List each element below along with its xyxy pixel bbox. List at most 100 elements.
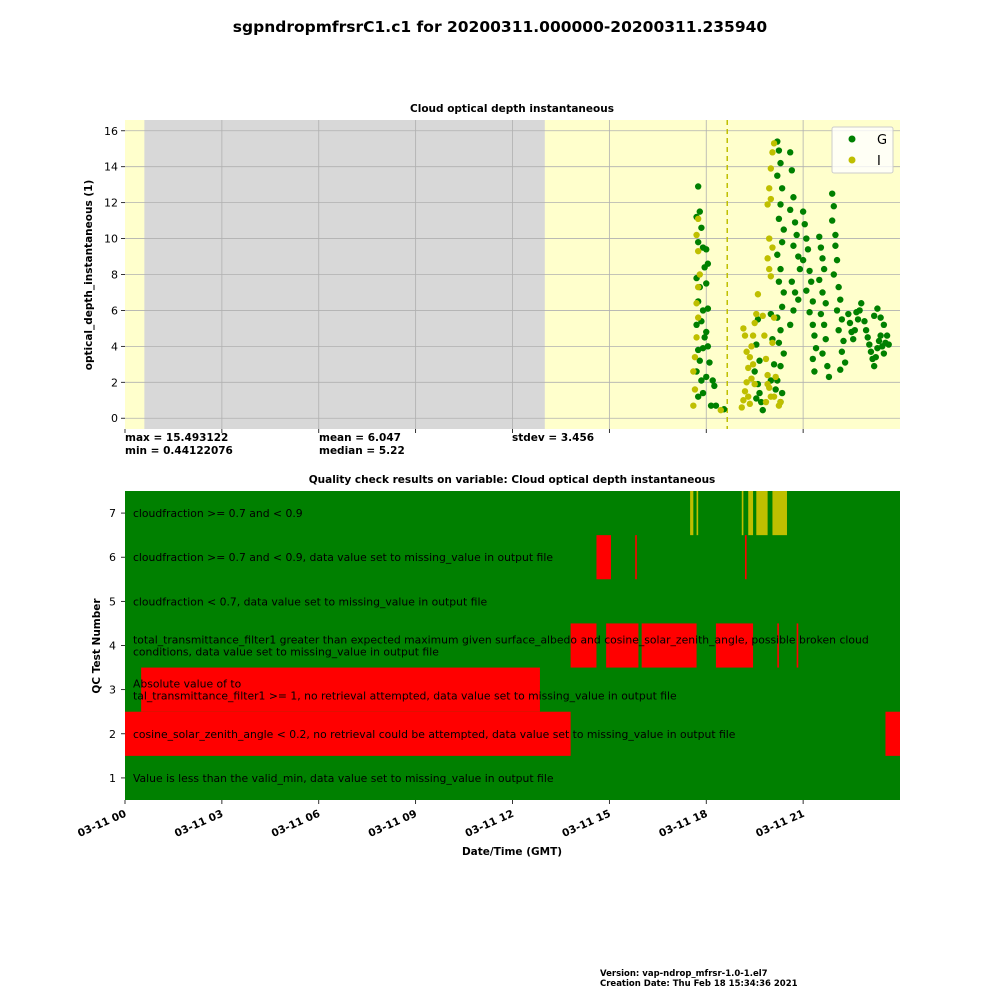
data-point-I bbox=[766, 265, 773, 273]
data-point-G bbox=[703, 280, 710, 287]
data-point-I bbox=[693, 334, 700, 341]
data-point-G bbox=[807, 278, 815, 285]
data-point-G bbox=[845, 310, 852, 318]
qc-flag-block bbox=[772, 491, 787, 536]
legend-label-g: G bbox=[877, 133, 887, 148]
data-point-G bbox=[777, 201, 784, 208]
data-point-I bbox=[694, 215, 702, 223]
data-point-G bbox=[704, 260, 712, 267]
data-point-G bbox=[790, 242, 797, 249]
data-point-G bbox=[775, 339, 783, 346]
data-point-G bbox=[698, 224, 705, 231]
data-point-G bbox=[791, 289, 799, 296]
data-point-I bbox=[746, 400, 754, 408]
data-point-G bbox=[774, 172, 781, 179]
data-point-G bbox=[811, 368, 818, 375]
data-point-G bbox=[832, 231, 839, 239]
data-point-G bbox=[833, 256, 841, 264]
data-point-G bbox=[790, 307, 797, 314]
y-tick-label: 12 bbox=[104, 197, 118, 210]
data-point-I bbox=[743, 348, 750, 355]
qc-title: Quality check results on variable: Cloud… bbox=[309, 474, 716, 486]
data-point-G bbox=[880, 321, 888, 329]
data-point-G bbox=[816, 233, 823, 240]
data-point-G bbox=[703, 373, 710, 381]
data-point-G bbox=[778, 303, 786, 311]
data-point-G bbox=[819, 289, 826, 296]
data-point-G bbox=[809, 321, 817, 329]
qc-test-number: 1 bbox=[109, 772, 116, 785]
data-point-G bbox=[828, 217, 836, 224]
data-point-G bbox=[804, 246, 812, 253]
data-point-G bbox=[694, 346, 702, 354]
data-point-G bbox=[696, 208, 703, 215]
data-point-G bbox=[851, 326, 858, 334]
data-point-I bbox=[753, 310, 760, 318]
qc-flag-block bbox=[690, 491, 694, 536]
qc-flag-block bbox=[796, 623, 799, 668]
data-point-G bbox=[777, 159, 784, 167]
data-point-G bbox=[837, 366, 844, 373]
data-point-G bbox=[777, 326, 784, 334]
qc-flag-block bbox=[777, 623, 779, 668]
data-point-G bbox=[707, 402, 715, 409]
data-point-I bbox=[769, 339, 776, 346]
data-point-G bbox=[759, 406, 766, 414]
data-point-I bbox=[738, 404, 745, 411]
qc-test-label: cloudfraction >= 0.7 and < 0.9 bbox=[133, 507, 303, 520]
data-point-G bbox=[706, 359, 713, 366]
stat-mean: mean = 6.047 bbox=[319, 432, 401, 444]
data-point-G bbox=[817, 244, 825, 251]
data-point-G bbox=[699, 307, 707, 314]
data-point-I bbox=[770, 140, 778, 147]
qc-x-tick-label: 03-11 09 bbox=[367, 808, 419, 840]
data-point-G bbox=[803, 287, 810, 294]
data-point-G bbox=[803, 235, 810, 242]
data-point-G bbox=[778, 238, 786, 246]
data-point-G bbox=[864, 334, 871, 341]
qc-flag-block bbox=[715, 623, 754, 668]
data-point-I bbox=[754, 291, 762, 298]
data-point-G bbox=[788, 278, 796, 285]
qc-flag-block bbox=[125, 711, 571, 756]
data-point-G bbox=[753, 341, 760, 348]
scatter-ylabel: optical_depth_instantaneous (1) bbox=[83, 180, 95, 371]
stat-median: median = 5.22 bbox=[319, 445, 405, 457]
data-point-G bbox=[833, 307, 841, 314]
data-point-I bbox=[762, 355, 770, 363]
data-point-G bbox=[775, 215, 783, 223]
data-point-G bbox=[806, 267, 813, 275]
qc-flag-block bbox=[141, 667, 540, 712]
data-point-G bbox=[693, 321, 700, 329]
data-point-G bbox=[780, 226, 787, 233]
qc-flag-block bbox=[748, 491, 754, 536]
stat-stdev: stdev = 3.456 bbox=[512, 432, 594, 444]
qc-flag-block bbox=[741, 491, 744, 536]
qc-test-number: 7 bbox=[109, 507, 116, 520]
qc-flag-block bbox=[745, 535, 747, 580]
data-point-G bbox=[780, 350, 787, 357]
data-point-I bbox=[766, 235, 773, 242]
data-point-I bbox=[751, 380, 758, 388]
data-point-G bbox=[787, 206, 794, 214]
data-point-I bbox=[769, 149, 776, 156]
data-point-G bbox=[756, 389, 763, 397]
data-point-G bbox=[699, 389, 707, 397]
data-point-I bbox=[691, 353, 699, 361]
data-point-I bbox=[745, 364, 752, 372]
y-tick-label: 4 bbox=[111, 340, 118, 353]
qc-panel: 7 cloudfraction >= 0.7 and < 0.9 6 cloudfra… bbox=[76, 491, 900, 840]
data-point-G bbox=[872, 353, 879, 361]
stat-min: min = 0.44122076 bbox=[125, 445, 233, 457]
data-point-I bbox=[767, 273, 775, 280]
data-point-I bbox=[759, 312, 766, 320]
figure-title: sgpndropmfrsrC1.c1 for 20200311.000000-2… bbox=[233, 18, 768, 36]
data-point-I bbox=[766, 185, 773, 192]
data-point-G bbox=[816, 276, 823, 284]
data-point-I bbox=[764, 201, 771, 208]
qc-test-label-line: Absolute value of to bbox=[133, 678, 242, 691]
qc-x-tick-label: 03-11 06 bbox=[270, 808, 322, 840]
qc-test-label-line: conditions, data value set to missing_va… bbox=[133, 646, 439, 659]
data-point-I bbox=[761, 332, 768, 339]
data-point-G bbox=[822, 300, 829, 307]
